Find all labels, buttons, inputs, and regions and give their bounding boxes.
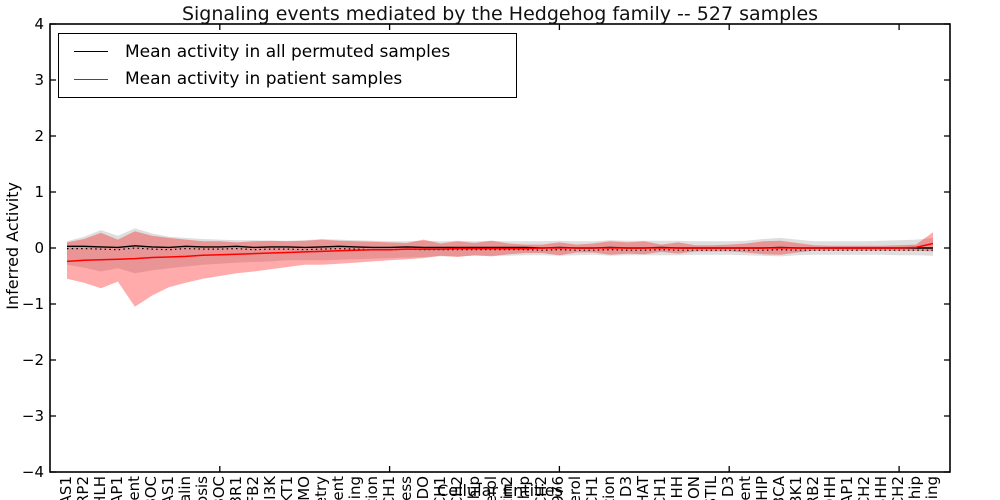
legend-box: Mean activity in all permuted samples Me… (58, 33, 517, 98)
x-category-label: BOC (141, 476, 160, 500)
x-category-label: heart development (329, 476, 347, 500)
chart-title: Signaling events mediated by the Hedgeho… (181, 3, 819, 25)
x-category-label: PTCH2 (855, 476, 873, 500)
x-category-label: DHH (821, 476, 840, 500)
y-tick-label: −2 (21, 350, 44, 369)
x-category-label: PIK3CA (770, 476, 788, 500)
y-tick-label: 4 (34, 14, 44, 33)
y-tick-label: 0 (34, 238, 44, 257)
x-category-label: PI3K (260, 476, 279, 500)
x-category-label: ADRBK1 (787, 476, 805, 500)
x-category-label: heart looping (346, 476, 364, 500)
x-category-label: Megalin/LRPAP1 (108, 476, 126, 500)
x-category-label: HHIP (753, 476, 772, 500)
red-line-swatch-icon (74, 78, 108, 80)
x-category-label: SHH Np/Cholesterol/GAS1 (159, 476, 177, 500)
x-category-label: HHAT (634, 476, 653, 500)
legend-label-permuted: Mean activity in all permuted samples (125, 41, 451, 62)
x-category-label: pancreas development (736, 476, 754, 500)
x-category-label: PTHLH (91, 476, 109, 500)
x-category-label: IHH (668, 476, 687, 500)
x-category-label: receptor-mediated endocytosis (193, 476, 211, 500)
x-category-label: AKT1 (277, 476, 296, 500)
x-category-label: IHH N/PTCH2 (889, 476, 907, 500)
x-category-label: skeletal system development (125, 476, 143, 500)
x-category-label: SHH Np/Cholesterol/Hhip (465, 476, 483, 500)
x-category-label: SHH Np/Cholesterol/Megalin (176, 476, 194, 500)
legend-item-permuted: Mean activity in all permuted samples (59, 42, 516, 62)
legend-label-patient: Mean activity in patient samples (125, 69, 403, 90)
x-category-label: IHH N/Hhip (906, 476, 924, 500)
x-category-label: mol:Vitamin D3 (719, 476, 737, 500)
x-category-label: STIL (702, 476, 721, 500)
x-category-label: LRP2 (73, 476, 92, 500)
x-category-label: catabolic process (397, 476, 415, 500)
x-category-label: somite specification (363, 476, 381, 500)
x-category-label: PIK3R1 (227, 476, 245, 500)
y-tick-label: −4 (21, 462, 44, 481)
x-category-label: LRPAP1 (838, 476, 856, 500)
x-category-label: SHH Np/Cholesterol/CDO (414, 476, 432, 500)
x-category-label: SHH Np/Cholesterol/BOC (210, 476, 228, 500)
y-tick-label: 3 (34, 70, 44, 89)
black-line-swatch-icon (74, 51, 108, 53)
x-category-label: SHH Np/Cholesterol/PTCH2 (448, 476, 466, 500)
x-category-label: mol:Cholesterol (566, 476, 584, 500)
x-category-label: IHH N/PTCH1 (431, 476, 449, 500)
line-series-4 (66, 242, 934, 263)
x-category-label: SHH Np/Cholesterol (482, 476, 500, 500)
x-category-label: SMO (294, 476, 313, 500)
x-category-label: SMO/Vitamin D3 (617, 476, 635, 500)
x-category-label: DHH N/PTCH1 (583, 476, 601, 500)
x-category-label: dorsoventral neural tube patterning (923, 476, 941, 500)
x-category-label: PTCH1 (380, 476, 398, 500)
x-category-label: mesenchymal cell differentiation (600, 476, 618, 500)
x-category-label: TGFB2 (244, 476, 262, 500)
x-category-label: DHH N/Hhip (515, 476, 533, 500)
x-category-label: SHH (872, 476, 891, 500)
x-category-label: CDON (685, 476, 704, 500)
band-series-0 (67, 228, 933, 274)
y-tick-label: −1 (21, 294, 44, 313)
y-tick-label: 2 (34, 126, 44, 145)
x-axis-title: Cellular Entities (437, 481, 563, 500)
x-category-label: determination of left/right symmetry (312, 476, 330, 500)
x-category-label: EntrezGene:84976 (549, 476, 567, 500)
y-tick-label: 1 (34, 182, 44, 201)
x-category-label: SHH Np/Cholesterol/PTCH1 (651, 476, 669, 500)
x-category-label: ARRB2 (804, 476, 822, 500)
y-tick-label: −3 (21, 406, 44, 425)
x-category-label: SMO/beta Arrestin2 (498, 476, 516, 500)
x-category-label: DHH N/PTCH2 (532, 476, 550, 500)
legend-item-patient: Mean activity in patient samples (59, 69, 516, 89)
line-series-2 (67, 247, 933, 251)
x-category-label: GAS1 (56, 476, 75, 500)
